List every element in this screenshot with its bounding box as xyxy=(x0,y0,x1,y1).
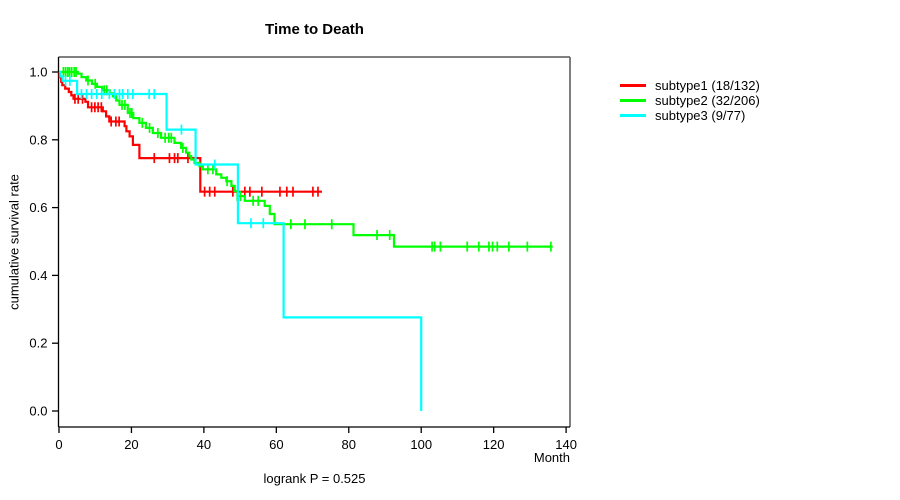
y-axis-label: cumulative survival rate xyxy=(6,174,22,310)
logrank-pvalue-text: logrank P = 0.525 xyxy=(263,471,366,486)
y-tick-label: 0.4 xyxy=(29,268,47,283)
x-tick-label: 120 xyxy=(483,437,505,452)
survival-curve-3 xyxy=(59,70,423,411)
legend-line-swatch-red xyxy=(620,84,646,87)
x-tick-label: 60 xyxy=(269,437,283,452)
legend-item-subtype2: subtype2 (32/206) xyxy=(620,93,760,108)
x-axis-label: Month xyxy=(533,450,570,465)
x-tick-label: 100 xyxy=(410,437,432,452)
y-tick-label: 0.2 xyxy=(29,336,47,351)
x-tick-label: 140 xyxy=(555,437,577,452)
legend-line-swatch-cyan xyxy=(620,114,646,117)
legend: subtype1 (18/132) subtype2 (32/206) subt… xyxy=(620,78,760,123)
legend-item-subtype3: subtype3 (9/77) xyxy=(620,108,760,123)
survival-curve-1 xyxy=(58,70,322,193)
legend-label: subtype2 (32/206) xyxy=(655,93,760,108)
x-tick-label: 40 xyxy=(197,437,211,452)
y-tick-label: 1.0 xyxy=(29,65,47,80)
page-title: Time to Death xyxy=(265,21,364,38)
legend-line-swatch-green xyxy=(620,99,646,102)
y-tick-label: 0.6 xyxy=(29,200,47,215)
y-tick-label: 0.0 xyxy=(29,404,47,419)
legend-label: subtype1 (18/132) xyxy=(655,78,760,93)
x-tick-label: 0 xyxy=(55,437,62,452)
x-tick-label: 80 xyxy=(342,437,356,452)
y-tick-label: 0.8 xyxy=(29,132,47,147)
legend-label: subtype3 (9/77) xyxy=(655,108,746,123)
x-tick-label: 20 xyxy=(124,437,138,452)
legend-item-subtype1: subtype1 (18/132) xyxy=(620,78,760,93)
